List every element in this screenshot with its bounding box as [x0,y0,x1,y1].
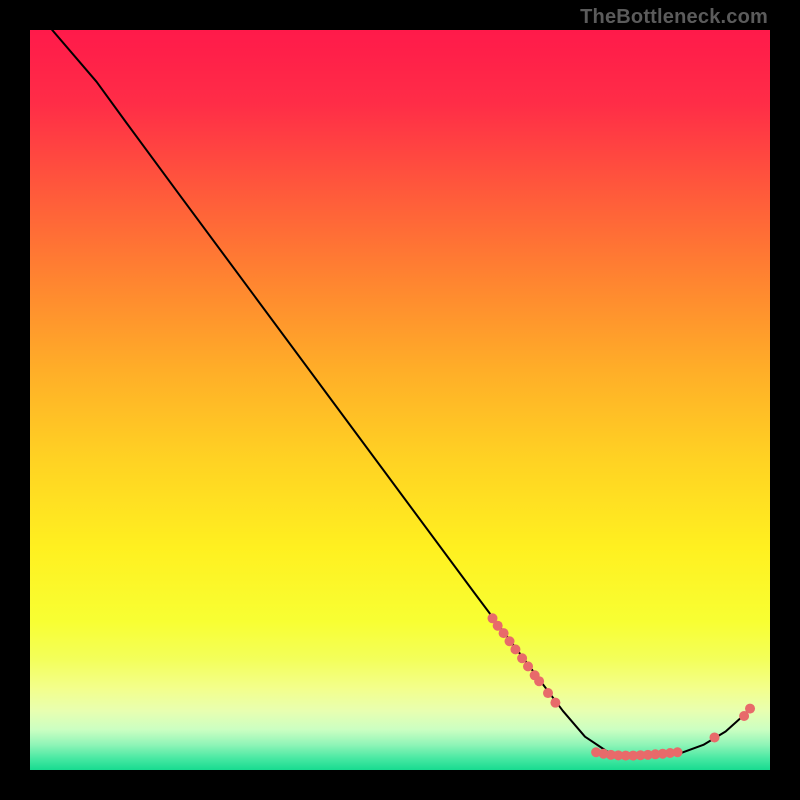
marker-point [673,747,683,757]
marker-point [499,628,509,638]
marker-point [745,704,755,714]
markers-group [488,613,756,760]
chart-overlay [30,30,770,770]
marker-point [510,644,520,654]
main-curve [52,30,751,755]
plot-area [30,30,770,770]
marker-point [523,661,533,671]
marker-point [710,732,720,742]
marker-point [534,676,544,686]
marker-point [543,688,553,698]
watermark-text: TheBottleneck.com [580,6,768,29]
marker-point [550,698,560,708]
outer-frame: TheBottleneck.com [0,0,800,800]
marker-point [517,653,527,663]
marker-point [505,636,515,646]
